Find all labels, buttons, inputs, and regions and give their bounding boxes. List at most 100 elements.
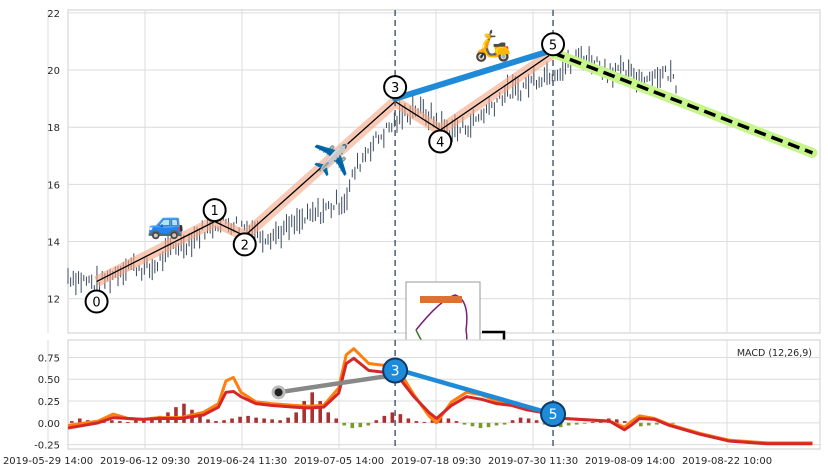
macd-connector <box>276 372 398 395</box>
wave-label: 4 <box>436 135 444 150</box>
macd-histogram-bar <box>622 421 627 423</box>
macd-histogram-bar <box>502 422 507 425</box>
macd-histogram-bar <box>446 418 451 423</box>
macd-histogram-bar <box>671 422 675 424</box>
macd-histogram-bar <box>534 420 539 423</box>
macd-histogram-bar <box>470 422 475 427</box>
wave-label-circle <box>428 129 453 154</box>
macd-histogram-bar <box>582 422 587 424</box>
macd-wave-label: 5 <box>549 407 558 423</box>
wave-label-circle <box>541 32 566 57</box>
macd-histogram-bar <box>294 412 298 423</box>
x-tick-label: 2019-08-22 10:00 <box>682 456 772 467</box>
macd-histogram-bar <box>566 422 571 426</box>
price-y-tick-label: 20 <box>47 66 60 77</box>
macd-histogram-bar <box>198 415 202 423</box>
wave-label: 2 <box>241 238 249 253</box>
macd-plot-area <box>67 339 821 450</box>
macd-histogram-bar <box>254 417 258 423</box>
connector-3-5 <box>392 47 557 102</box>
macd-histogram-bar <box>206 419 210 423</box>
macd-histogram-bar <box>246 415 250 423</box>
macd-histogram-bar <box>270 419 274 423</box>
wave-label: 1 <box>210 204 218 219</box>
macd-histogram-bar <box>174 407 178 423</box>
macd-histogram-bar <box>350 422 355 429</box>
macd-histogram-bar <box>238 416 242 423</box>
wave-label-circle <box>84 289 109 314</box>
macd-histogram-bar <box>614 419 619 423</box>
wave-label: 0 <box>92 296 100 311</box>
wave-label: 3 <box>391 81 399 96</box>
macd-series-line <box>67 356 813 446</box>
macd-histogram-bar <box>526 418 531 423</box>
macd-histogram-bar <box>374 420 379 423</box>
macd-wave-marker <box>382 357 409 384</box>
macd-histogram-bar <box>486 422 491 428</box>
macd-histogram-bar <box>110 420 114 423</box>
x-tick-label: 2019-06-12 09:30 <box>100 456 190 467</box>
macd-histogram-bar <box>222 420 226 423</box>
macd-histogram-bar <box>590 421 595 423</box>
macd-histogram-bar <box>382 415 387 423</box>
macd-histogram-bar <box>69 421 74 423</box>
airplane-emoji: ✈️ <box>313 141 350 178</box>
x-tick-label: 2019-08-09 14:00 <box>585 456 675 467</box>
scooter-emoji: 🛵 <box>474 29 511 64</box>
macd-histogram-bar <box>286 417 290 423</box>
x-tick-label: 2019-05-29 14:00 <box>3 456 93 467</box>
macd-histogram-bar <box>326 412 331 423</box>
macd-histogram-bar <box>518 417 523 423</box>
macd-histogram-bar <box>118 421 122 423</box>
macd-histogram-bar <box>462 422 467 425</box>
wave-label-circle <box>383 75 408 100</box>
wave-line <box>96 52 554 283</box>
macd-histogram-bar <box>406 418 411 423</box>
macd-histogram-bar <box>422 421 427 423</box>
macd-y-tick-label: 0.75 <box>38 353 60 364</box>
macd-histogram-bar <box>182 403 186 423</box>
macd-histogram-bar <box>438 417 443 423</box>
macd-histogram-bar <box>510 420 515 423</box>
macd-histogram-bar <box>262 418 266 423</box>
macd-wave-label: 3 <box>391 364 400 380</box>
price-plot-area <box>67 9 821 334</box>
macd-panel: -0.25 0.00 0.25 0.50 0.75 3 5 MACD (12,26,9) <box>34 339 821 452</box>
macd-histogram-bar <box>454 421 459 423</box>
x-tick-label: 2019-07-05 14:00 <box>294 456 384 467</box>
macd-histogram-bar <box>77 418 82 423</box>
wave-label: 5 <box>549 38 557 53</box>
macd-histogram-bar <box>358 422 363 428</box>
macd-histogram-bar <box>126 421 130 423</box>
macd-histogram-bar <box>398 414 403 423</box>
macd-histogram-bar <box>318 401 323 423</box>
macd-histogram-bar <box>366 422 371 426</box>
macd-histogram-bar <box>302 401 306 423</box>
macd-histogram-bar <box>414 421 419 423</box>
macd-histogram-bar <box>647 422 651 426</box>
macd-y-tick-label: 0.25 <box>38 397 60 408</box>
wave-label-circle <box>202 198 227 223</box>
price-y-tick-label: 16 <box>47 180 60 191</box>
macd-connector <box>392 366 556 417</box>
macd-wave-marker <box>540 401 567 428</box>
macd-histogram-bar <box>214 421 218 423</box>
macd-histogram-bar <box>134 420 138 423</box>
macd-histogram-bar <box>342 422 347 426</box>
inset-bar-top <box>420 296 462 303</box>
macd-histogram-bar <box>430 420 435 423</box>
macd-histogram-bar <box>478 422 483 429</box>
macd-y-tick-label: 0.50 <box>38 375 60 386</box>
macd-histogram-bar <box>390 412 395 423</box>
gray-marker-inner <box>274 388 283 397</box>
macd-y-tick-label: 0.00 <box>38 419 60 430</box>
car-emoji: 🚙 <box>147 206 184 241</box>
x-tick-label: 2019-06-24 11:30 <box>197 456 287 467</box>
macd-histogram-bar <box>278 420 282 423</box>
x-tick-label: 2019-07-18 09:30 <box>391 456 481 467</box>
projection-line <box>552 51 814 155</box>
macd-series-line <box>67 347 813 445</box>
price-y-tick-label: 22 <box>47 9 60 20</box>
